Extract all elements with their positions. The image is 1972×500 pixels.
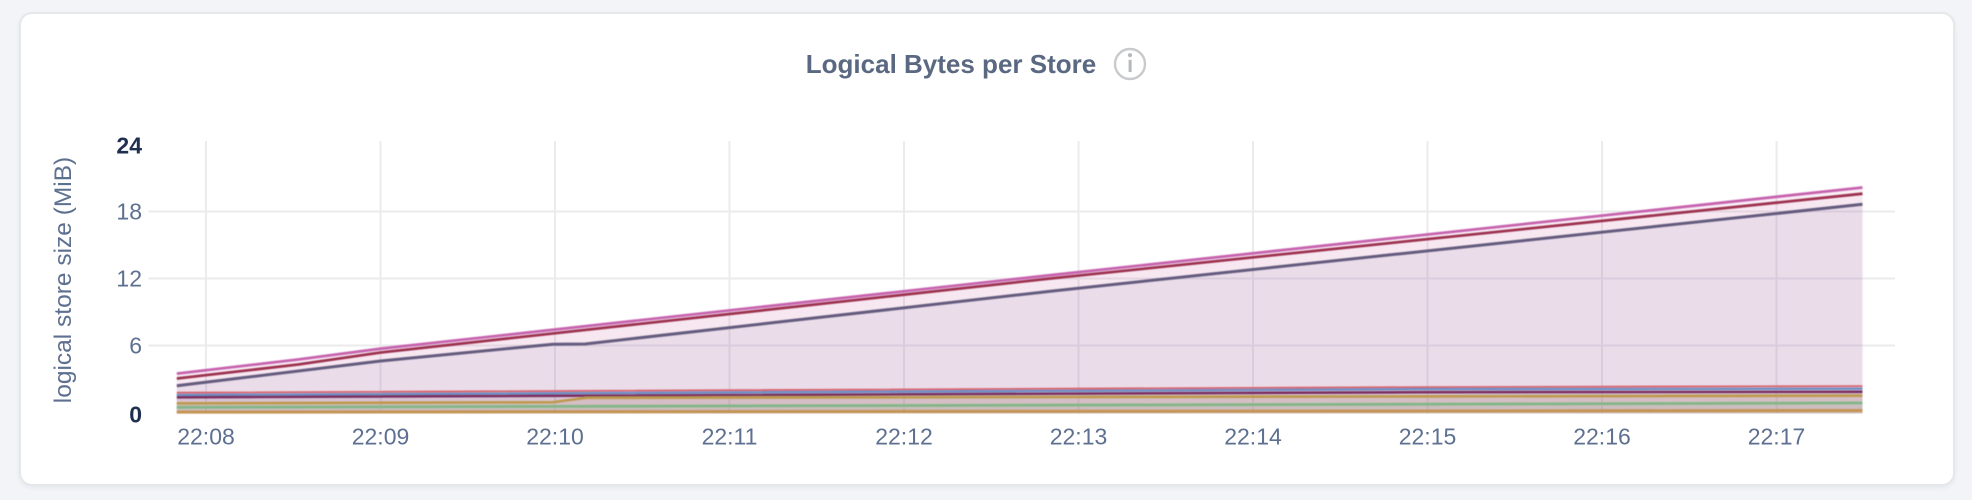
svg-text:22:08: 22:08 <box>177 424 235 450</box>
svg-text:22:11: 22:11 <box>702 424 758 450</box>
svg-text:22:09: 22:09 <box>352 424 410 450</box>
svg-text:0: 0 <box>129 402 142 428</box>
svg-text:6: 6 <box>129 333 142 359</box>
svg-text:22:17: 22:17 <box>1748 424 1806 450</box>
svg-text:22:13: 22:13 <box>1050 424 1108 450</box>
svg-text:22:10: 22:10 <box>526 424 584 450</box>
svg-text:22:14: 22:14 <box>1224 424 1282 450</box>
svg-text:22:16: 22:16 <box>1573 424 1631 450</box>
svg-text:24: 24 <box>116 133 142 159</box>
svg-text:12: 12 <box>116 266 142 292</box>
svg-text:18: 18 <box>116 199 142 225</box>
svg-text:logical store size (MiB): logical store size (MiB) <box>50 157 77 403</box>
svg-text:22:12: 22:12 <box>875 424 933 450</box>
svg-text:22:15: 22:15 <box>1399 424 1457 450</box>
